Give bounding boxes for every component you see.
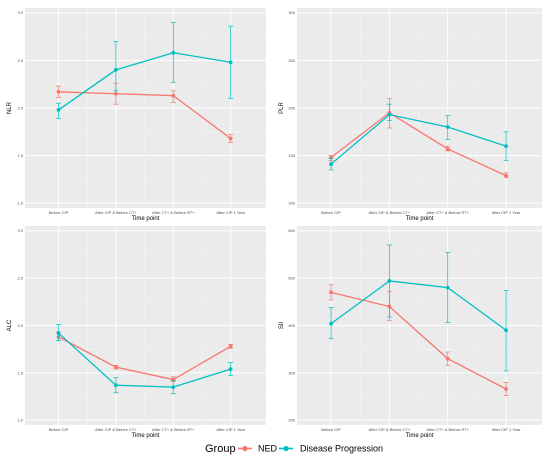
y-tick-label: 600 (288, 228, 295, 233)
data-point (56, 108, 61, 112)
x-tick-label: Before CIP (49, 210, 69, 215)
data-point (171, 385, 176, 389)
series-disease-progression (328, 244, 509, 372)
legend-point (242, 445, 248, 452)
data-point (228, 367, 233, 371)
legend-label: NED (258, 444, 278, 454)
panel-sii: 200 300 400 500 600 Before CIP After CIP & Bef… (279, 226, 542, 439)
y-tick-label: 2.5 (17, 58, 23, 63)
data-point (228, 136, 233, 141)
y-tick-label: 2.0 (17, 323, 23, 328)
data-point (329, 321, 333, 326)
x-tick-label: After CIP & Before CT+ (95, 427, 137, 432)
x-tick-label: After CT+ & Before RT+ (426, 210, 469, 215)
series-line (58, 336, 231, 381)
y-tick-label: 250 (288, 58, 295, 63)
series-line (330, 291, 507, 390)
legend-label: Disease Progression (300, 444, 383, 454)
y-tick-label: 3.0 (17, 10, 23, 15)
series-line (58, 332, 231, 388)
data-point (387, 112, 392, 117)
panel-alc: 1.0 1.5 2.0 2.5 3.0 Before CIP After CIP & Bef… (7, 226, 266, 439)
y-tick-label: 1.5 (17, 370, 23, 375)
legend: Group NED Disease Progression (205, 443, 383, 455)
y-tick-label: 1.0 (17, 418, 23, 423)
x-tick-label: After CT+ & Before RT+ (152, 427, 195, 432)
series-line (330, 113, 507, 165)
panel-plr: 100 150 200 250 300 Before CIP After CIP & Bef… (279, 8, 542, 222)
x-tick-label: Before CIP (49, 427, 69, 432)
y-axis-title: NLR (7, 101, 13, 114)
series-disease-progression (56, 21, 234, 119)
legend-title: Group (205, 443, 236, 455)
y-axis-title: SII (279, 322, 285, 330)
data-point (445, 285, 450, 290)
data-point (228, 60, 233, 65)
panel-nlr: 1.0 1.5 2.0 2.5 3.0 Before CIP After CIP & Bef… (7, 8, 266, 222)
y-tick-label: 100 (288, 201, 295, 206)
x-axis-title: Time point (406, 433, 434, 439)
data-point (113, 68, 118, 72)
data-point (171, 93, 176, 98)
data-point (329, 162, 333, 167)
y-tick-label: 2.0 (17, 105, 23, 110)
x-tick-label: After CIP & Before CT+ (369, 210, 411, 215)
x-tick-label: After CIP 1 Year (492, 427, 521, 432)
data-point (56, 331, 61, 335)
y-tick-label: 300 (288, 10, 295, 15)
data-point (113, 91, 118, 96)
data-point (171, 50, 176, 55)
legend-point (283, 445, 289, 452)
y-tick-label: 3.0 (17, 228, 23, 233)
x-axis-title: Time point (132, 433, 160, 439)
y-tick-label: 2.5 (17, 276, 23, 281)
data-point (445, 356, 450, 361)
y-tick-label: 400 (288, 323, 295, 328)
x-tick-label: After CIP 1 Year (492, 210, 521, 215)
data-point (113, 365, 118, 370)
legend-entry-disease-progression: Disease Progression (279, 444, 383, 454)
series-disease-progression (328, 103, 509, 171)
series-line (330, 280, 507, 331)
y-tick-label: 200 (288, 105, 295, 110)
y-axis-title: PLR (279, 101, 285, 113)
series-line (58, 91, 232, 139)
data-point (228, 344, 233, 349)
data-point (504, 387, 508, 391)
legend-entry-ned: NED (238, 444, 278, 454)
x-tick-label: After CIP 1 Year (216, 427, 245, 432)
x-tick-label: After CIP & Before CT+ (369, 427, 411, 432)
data-point (504, 328, 508, 333)
x-tick-label: Before CIP (321, 210, 341, 215)
y-tick-label: 150 (288, 153, 295, 158)
x-tick-label: After CT+ & Before RT+ (426, 427, 469, 432)
data-point (387, 279, 392, 283)
series-ned (328, 284, 509, 396)
y-tick-label: 500 (288, 276, 295, 281)
data-point (113, 383, 118, 388)
series-ned (56, 82, 234, 143)
x-axis-title: Time point (406, 216, 434, 222)
x-tick-label: After CIP 1 Year (216, 210, 245, 215)
data-point (504, 144, 508, 148)
y-tick-label: 1.5 (17, 153, 23, 158)
x-tick-label: Before CIP (321, 427, 341, 432)
y-tick-label: 200 (288, 418, 295, 423)
y-axis-title: ALC (7, 319, 13, 331)
y-tick-label: 300 (288, 370, 295, 375)
series-disease-progression (56, 324, 234, 395)
data-point (445, 147, 450, 151)
data-point (445, 125, 450, 129)
x-axis-title: Time point (132, 216, 160, 222)
data-point (56, 89, 61, 94)
x-tick-label: After CT+ & Before RT+ (152, 210, 195, 215)
x-tick-label: After CIP & Before CT+ (95, 210, 137, 215)
data-point (329, 290, 333, 295)
data-point (504, 173, 508, 178)
y-tick-label: 1.0 (17, 201, 23, 206)
series-line (330, 111, 507, 177)
series-line (58, 52, 231, 111)
